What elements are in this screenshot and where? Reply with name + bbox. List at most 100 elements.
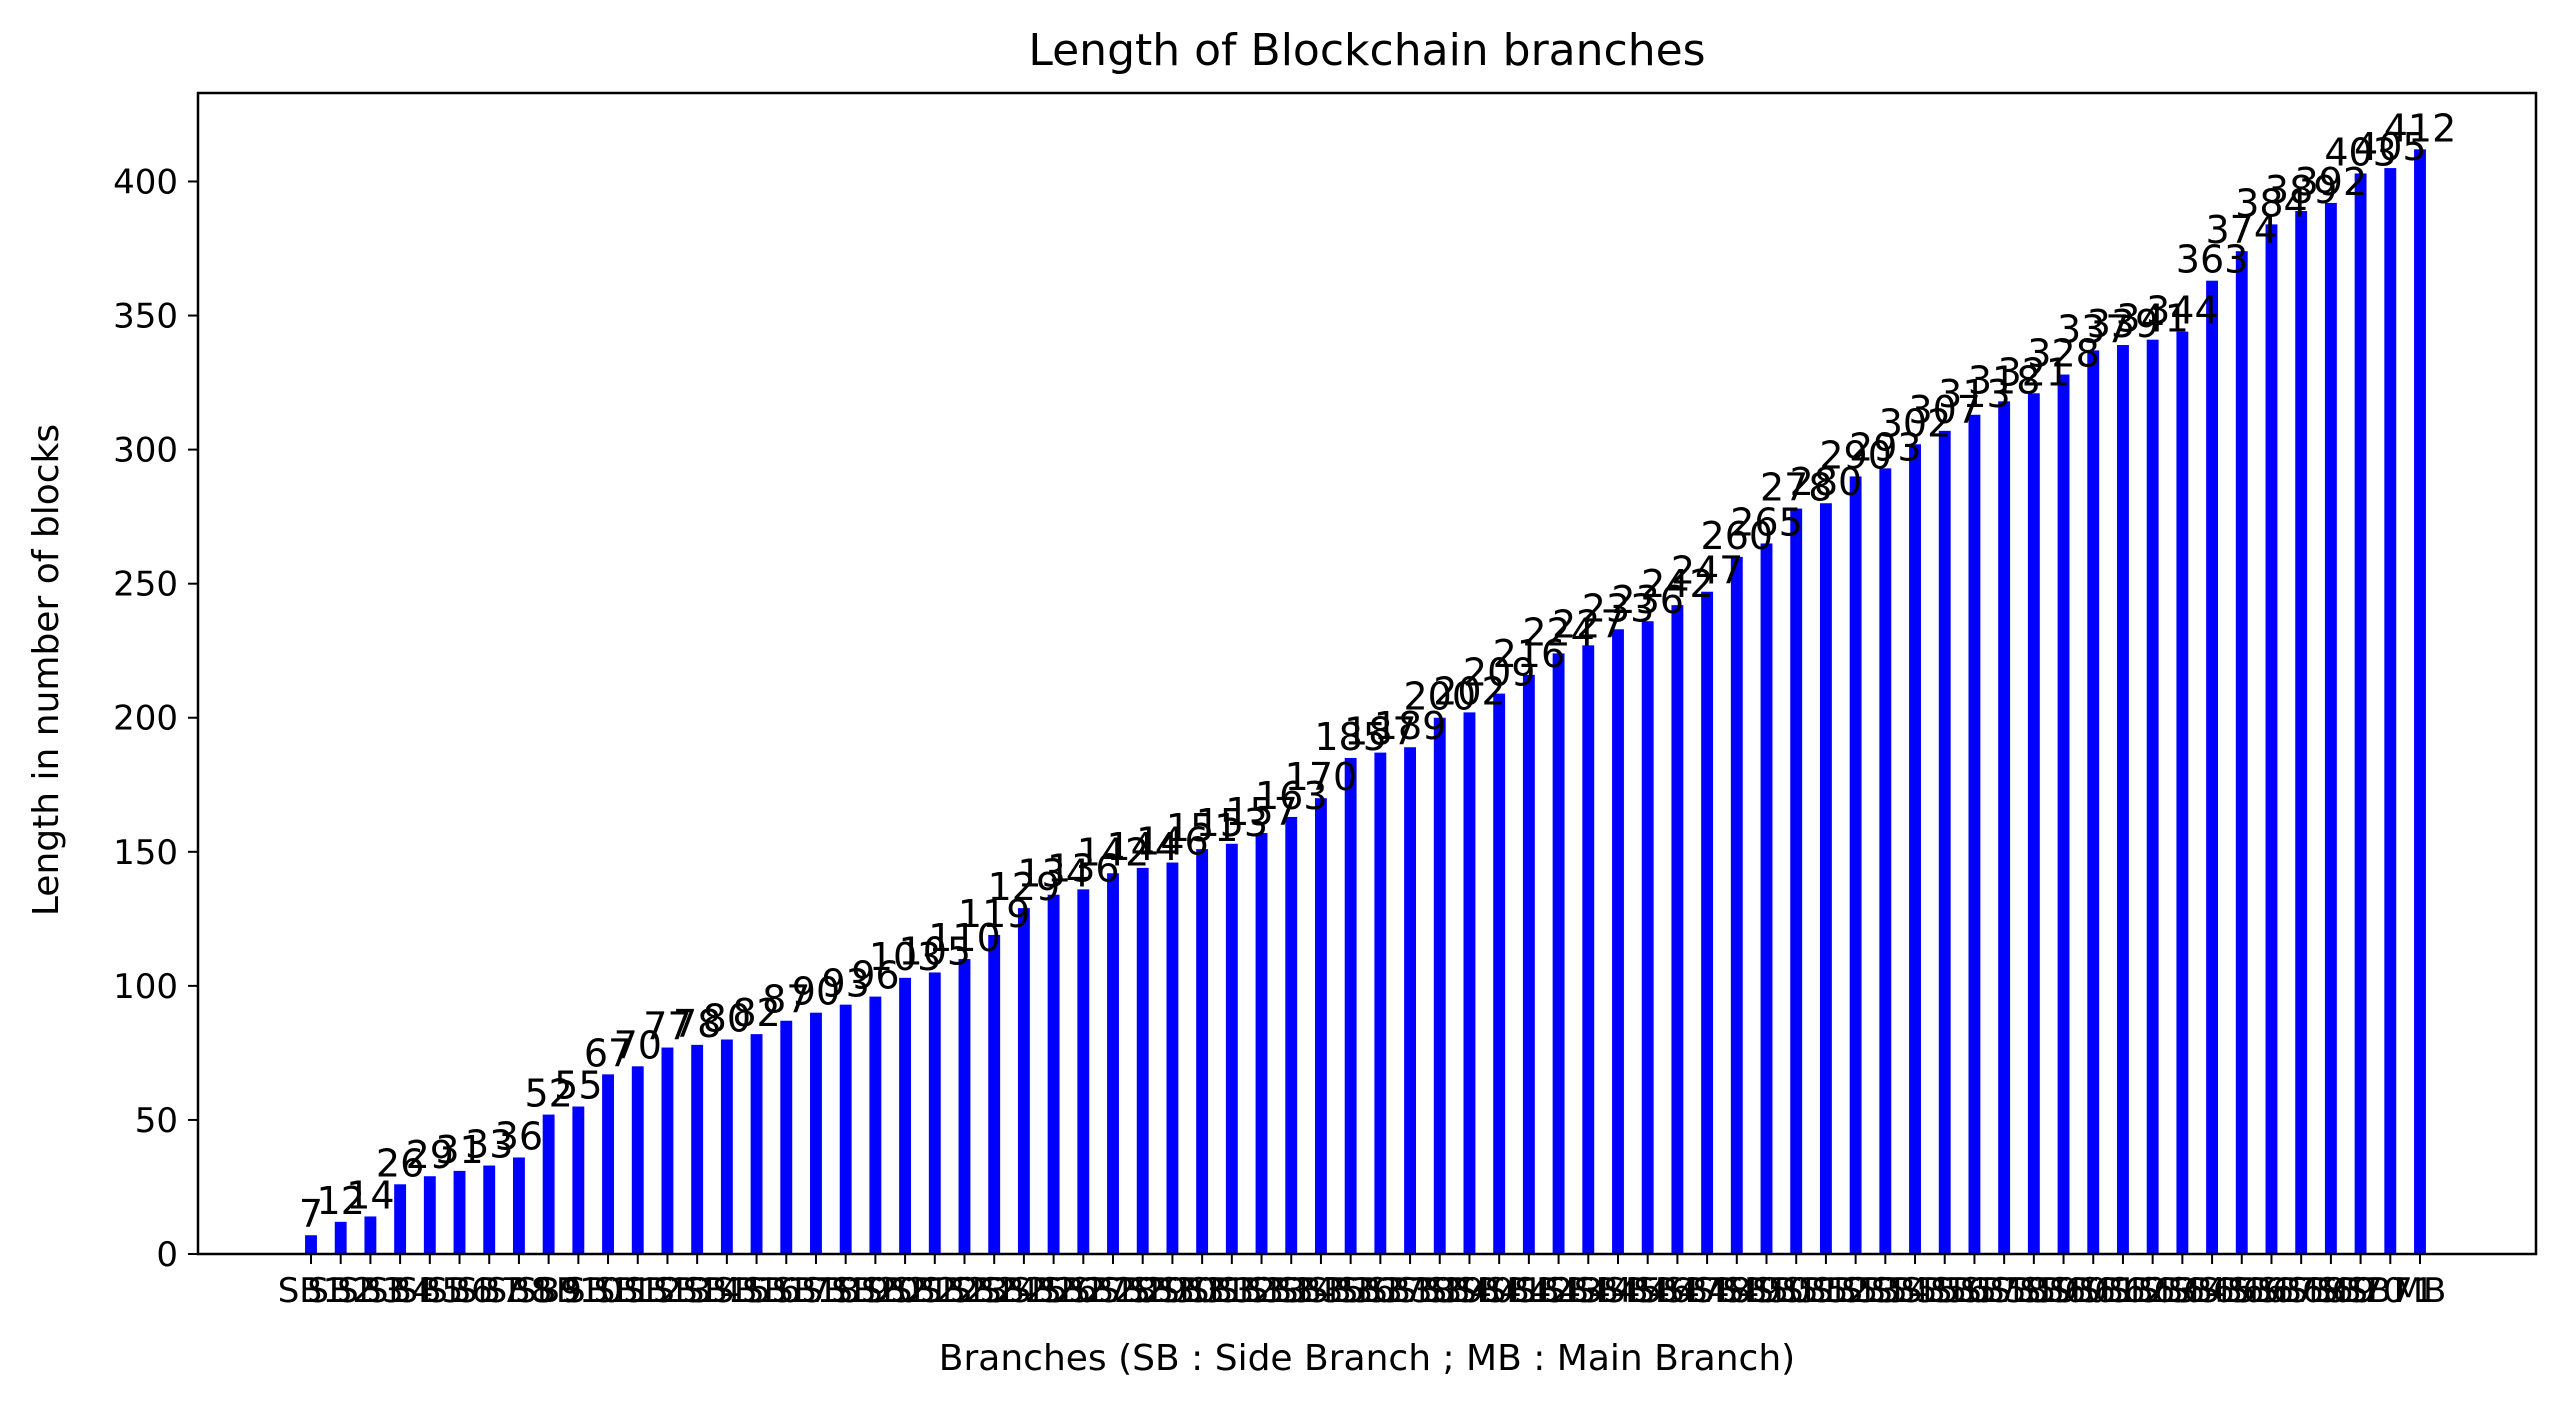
x-tick-label: SB11 bbox=[564, 1271, 652, 1311]
x-tick-label: SB69 bbox=[2287, 1271, 2375, 1311]
bar-data-label: 392 bbox=[2295, 160, 2368, 204]
bar bbox=[2384, 168, 2397, 1255]
bar-data-label: 233 bbox=[1582, 586, 1655, 630]
bar bbox=[2027, 393, 2040, 1254]
x-tick-label: SB65 bbox=[2168, 1271, 2256, 1311]
bar-data-label: 134 bbox=[1017, 852, 1090, 896]
bar-data-label: 290 bbox=[1819, 433, 1892, 477]
x-tick-label: SB35 bbox=[1277, 1271, 1365, 1311]
bar bbox=[394, 1184, 407, 1254]
y-tick-label: 50 bbox=[135, 1101, 178, 1141]
bar bbox=[750, 1034, 763, 1254]
bar-data-label: 55 bbox=[554, 1064, 602, 1108]
x-tick-label: SB3 bbox=[337, 1271, 404, 1311]
bar bbox=[1790, 508, 1803, 1255]
x-tick-label: SB31 bbox=[1158, 1271, 1246, 1311]
bar bbox=[1047, 894, 1060, 1254]
bar bbox=[1522, 674, 1535, 1254]
bar bbox=[1077, 889, 1090, 1254]
x-tick-label: SB6 bbox=[426, 1271, 493, 1311]
y-tick-label: 250 bbox=[113, 565, 178, 605]
bar bbox=[1612, 629, 1624, 1254]
x-tick-label: SB68 bbox=[2257, 1271, 2345, 1311]
bar-data-label: 328 bbox=[2027, 332, 2100, 376]
x-tick-label: SB51 bbox=[1752, 1271, 1840, 1311]
x-tick-label: SB24 bbox=[950, 1271, 1038, 1311]
y-tick-label: 300 bbox=[113, 431, 178, 471]
bar-data-label: 227 bbox=[1552, 602, 1625, 646]
bar bbox=[305, 1235, 317, 1254]
x-tick-label: SB36 bbox=[1307, 1271, 1395, 1311]
bar bbox=[483, 1165, 496, 1254]
x-tick-label: SB37 bbox=[1336, 1271, 1424, 1311]
bar-data-label: 33 bbox=[465, 1123, 513, 1167]
bar bbox=[691, 1044, 704, 1254]
x-tick-label: SB20 bbox=[831, 1271, 919, 1311]
bar bbox=[1017, 908, 1030, 1254]
bar-data-label: 93 bbox=[822, 962, 870, 1006]
bar-data-label: 278 bbox=[1760, 466, 1833, 510]
x-tick-label: SB10 bbox=[534, 1271, 622, 1311]
bar bbox=[1255, 833, 1268, 1254]
bar bbox=[1374, 752, 1387, 1254]
bars-layer bbox=[305, 149, 2426, 1255]
y-tick-label: 400 bbox=[113, 162, 178, 202]
x-tick-label: SB25 bbox=[980, 1271, 1068, 1311]
x-tick-label: SB39 bbox=[1396, 1271, 1484, 1311]
bar bbox=[364, 1216, 377, 1254]
bar-data-label: 224 bbox=[1522, 610, 1595, 654]
x-tick-label: SB41 bbox=[1455, 1271, 1543, 1311]
bar bbox=[1849, 476, 1862, 1254]
bar bbox=[661, 1047, 674, 1254]
bar bbox=[1909, 444, 1921, 1254]
bar-data-label: 344 bbox=[2146, 289, 2219, 333]
x-tick-label: SB42 bbox=[1485, 1271, 1573, 1311]
bar-data-label: 7 bbox=[299, 1192, 323, 1236]
bar-data-label: 12 bbox=[317, 1179, 365, 1223]
bar-data-label: 14 bbox=[346, 1173, 394, 1217]
bar-data-label: 200 bbox=[1403, 675, 1476, 719]
bar-data-label: 293 bbox=[1849, 425, 1922, 469]
bar-data-label: 67 bbox=[584, 1031, 632, 1075]
bar-data-label: 29 bbox=[406, 1133, 454, 1177]
x-tick-label: SB60 bbox=[2019, 1271, 2107, 1311]
x-tick-label: SB48 bbox=[1663, 1271, 1751, 1311]
bar-data-label: 119 bbox=[958, 892, 1031, 936]
bar bbox=[1344, 757, 1357, 1254]
x-tick-label: SB70 bbox=[2317, 1271, 2405, 1311]
bar-data-label: 341 bbox=[2116, 297, 2189, 341]
bar-data-label: 236 bbox=[1611, 578, 1684, 622]
bar bbox=[512, 1157, 525, 1254]
bar bbox=[631, 1066, 644, 1254]
bar bbox=[1879, 468, 1892, 1254]
y-tick-label: 350 bbox=[113, 297, 178, 337]
x-tick-label: SB53 bbox=[1812, 1271, 1900, 1311]
bar-data-label: 247 bbox=[1671, 549, 1744, 593]
bar bbox=[2414, 149, 2426, 1254]
bar bbox=[2354, 173, 2367, 1255]
bar-data-label: 280 bbox=[1790, 460, 1863, 504]
bar bbox=[1433, 717, 1446, 1254]
bar-data-label: 142 bbox=[1077, 830, 1150, 874]
bar bbox=[2324, 202, 2337, 1255]
bar-data-label: 153 bbox=[1196, 801, 1269, 845]
bar-data-label: 403 bbox=[2324, 130, 2397, 174]
bar bbox=[1938, 430, 1951, 1255]
bar-data-label: 26 bbox=[376, 1141, 424, 1185]
bar bbox=[1225, 843, 1238, 1254]
bar bbox=[423, 1176, 436, 1254]
x-tick-label: SB18 bbox=[772, 1271, 860, 1311]
x-tick-label: SB19 bbox=[802, 1271, 890, 1311]
bar-data-label: 52 bbox=[524, 1072, 572, 1116]
x-tick-label: SB56 bbox=[1901, 1271, 1989, 1311]
x-tick-label: SB29 bbox=[1099, 1271, 1187, 1311]
bar bbox=[869, 996, 882, 1254]
x-tick-label: SB32 bbox=[1188, 1271, 1276, 1311]
x-tick-label: SB59 bbox=[1990, 1271, 2078, 1311]
bar-data-label: 103 bbox=[869, 935, 942, 979]
bar bbox=[1196, 849, 1209, 1254]
bar-data-label: 302 bbox=[1879, 401, 1952, 445]
bar bbox=[1968, 414, 1981, 1254]
x-tick-label: SB62 bbox=[2079, 1271, 2167, 1311]
